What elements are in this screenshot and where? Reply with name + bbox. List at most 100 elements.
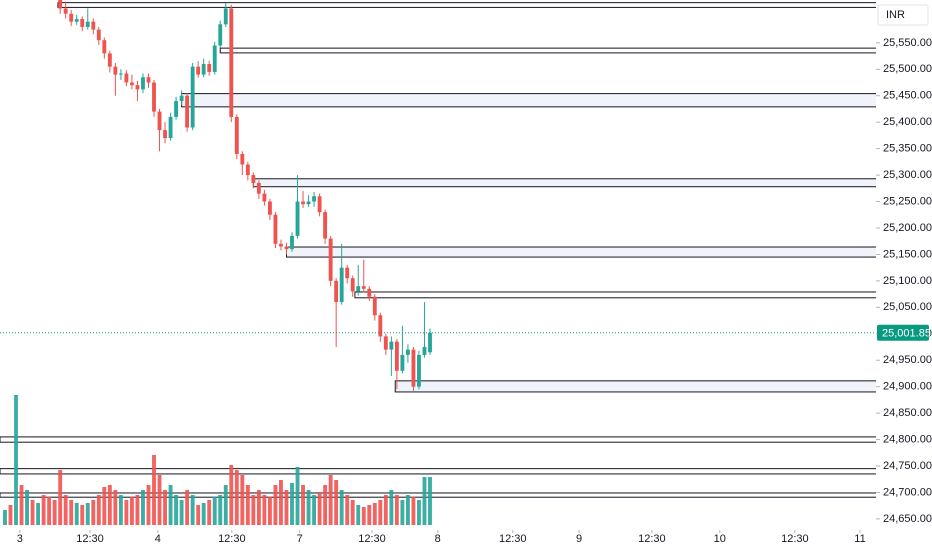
volume-bar — [52, 500, 57, 525]
volume-bar — [350, 500, 355, 525]
candle-body — [196, 66, 201, 75]
candle-body — [262, 193, 267, 202]
y-tick-label: 25,550.00 — [883, 37, 932, 49]
x-tick-label: 12:30 — [781, 533, 809, 545]
volume-bar — [422, 477, 427, 525]
candle-body — [301, 201, 305, 205]
candle-body — [185, 95, 190, 128]
volume-bar — [157, 475, 162, 525]
volume-bar — [251, 495, 256, 525]
candle-body — [234, 116, 239, 154]
volume-bar — [317, 493, 322, 525]
zone — [219, 47, 876, 54]
x-tick-label: 12:30 — [358, 533, 386, 545]
volume-bar — [58, 470, 63, 525]
candle-body — [223, 8, 228, 25]
volume-bar — [41, 495, 46, 525]
candle-body — [334, 280, 339, 303]
volume-bar — [201, 503, 206, 525]
candle-body — [361, 286, 366, 289]
candle-body — [428, 332, 432, 353]
volume-bar — [372, 503, 377, 525]
candle-body — [157, 111, 162, 131]
currency-box[interactable] — [877, 4, 929, 26]
candle-body — [345, 267, 350, 279]
candle-body — [367, 288, 372, 297]
candle-body — [91, 21, 96, 30]
candle-body — [135, 85, 140, 90]
volume-bar — [129, 497, 134, 525]
candle-body — [339, 267, 344, 303]
candle-body — [168, 116, 173, 139]
volume-bar — [328, 475, 333, 525]
candle-body — [63, 8, 68, 14]
volume-bar — [146, 485, 151, 525]
volume-bar — [411, 497, 416, 525]
volume-bar — [107, 485, 112, 525]
y-tick-label: 24,700.00 — [883, 486, 932, 498]
y-tick-label: 24,850.00 — [883, 407, 932, 419]
current-price-box — [877, 324, 929, 341]
volume-bar — [47, 497, 52, 525]
volume-bar — [334, 480, 339, 525]
candle-body — [201, 64, 206, 75]
y-tick-label: 25,350.00 — [883, 143, 932, 155]
volume-bar — [323, 485, 328, 525]
volume-bar — [69, 500, 74, 525]
y-tick-label: 25,200.00 — [883, 222, 932, 234]
volume-bar — [389, 490, 394, 525]
volume-bar — [3, 510, 7, 525]
candle-body — [317, 196, 322, 213]
y-tick-label: 24,650.00 — [883, 513, 932, 525]
volume-bar — [80, 505, 85, 525]
candle-body — [118, 73, 123, 75]
candle-body — [179, 95, 184, 102]
candle-body — [383, 336, 388, 350]
volume-bar — [306, 490, 311, 525]
volume-bar — [168, 485, 173, 525]
candle-body — [256, 183, 261, 194]
volume-bar — [113, 490, 118, 525]
candle-body — [229, 8, 234, 117]
volume-bar — [179, 500, 184, 525]
volume-bar — [245, 485, 250, 525]
volume-bar — [96, 495, 101, 525]
volume-bar — [36, 503, 41, 525]
candle-body — [290, 235, 294, 250]
volume-bar — [141, 490, 145, 525]
zone — [394, 380, 876, 393]
zone — [57, 2, 876, 8]
volume-bar — [207, 500, 212, 525]
candle-body — [141, 77, 145, 90]
volume-bar — [378, 500, 383, 525]
volume-bar — [91, 500, 96, 525]
volume-bar — [262, 495, 267, 525]
volume-bar — [8, 505, 13, 525]
candle-body — [96, 29, 101, 41]
candle-body — [378, 315, 383, 337]
y-tick-label: 25,400.00 — [883, 116, 932, 128]
candle-body — [422, 346, 427, 355]
volume-bar — [383, 495, 388, 525]
candle-body — [394, 341, 399, 371]
volume-bar — [279, 480, 283, 525]
volume-bar — [30, 500, 35, 525]
plot-area — [0, 0, 876, 525]
volume-bar — [135, 495, 140, 525]
y-tick-label: 24,750.00 — [883, 460, 932, 472]
volume-bar — [428, 477, 432, 525]
volume-bar — [312, 495, 317, 525]
volume-bar — [163, 490, 167, 525]
volume-bar — [25, 490, 29, 525]
currency-label: INR — [886, 9, 905, 21]
candle-body — [240, 153, 245, 165]
candle-body — [80, 19, 85, 27]
volume-bar — [74, 503, 79, 525]
volume-bar — [14, 395, 18, 525]
x-tick-label: 9 — [576, 533, 582, 545]
volume-bar — [118, 495, 123, 525]
y-tick-label: 25,150.00 — [883, 248, 932, 260]
volume-bar — [19, 485, 24, 525]
volume-bar — [267, 497, 272, 525]
candle-body — [279, 243, 283, 247]
